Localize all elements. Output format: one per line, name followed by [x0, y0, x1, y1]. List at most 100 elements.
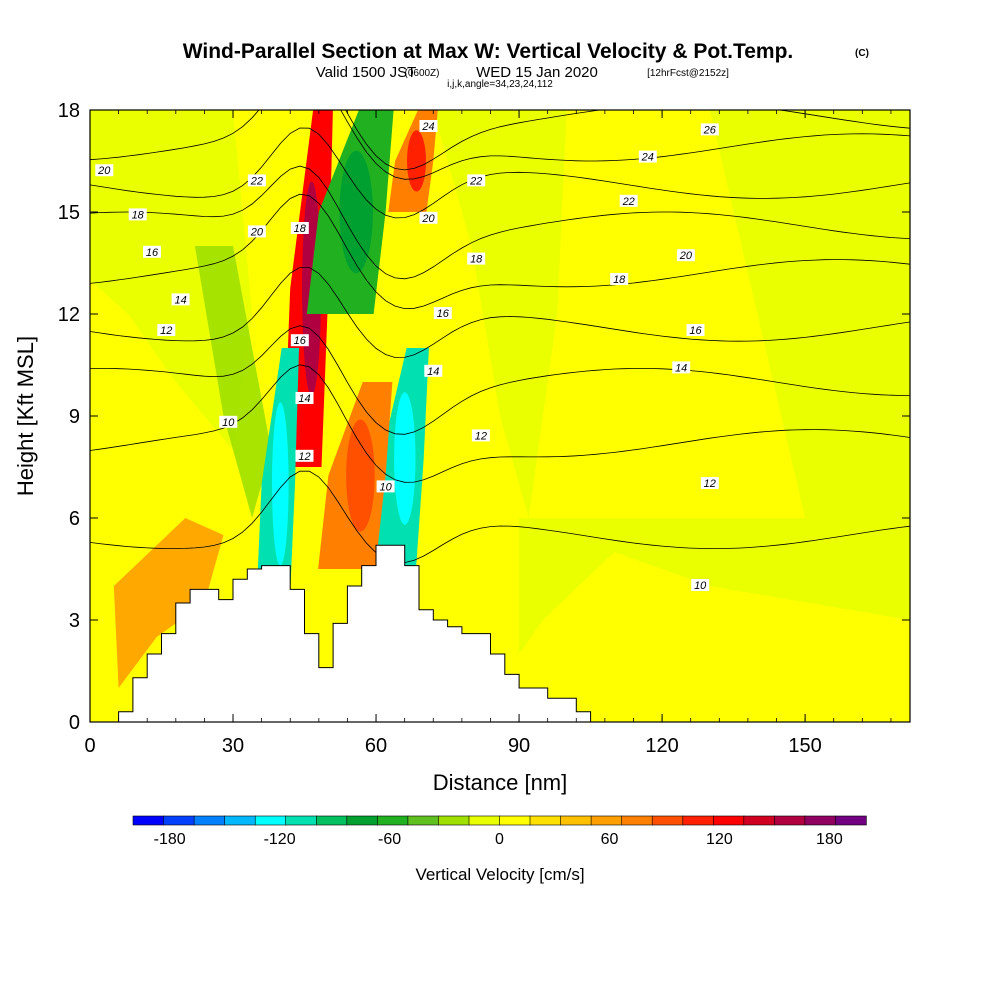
colorbar-title: Vertical Velocity [cm/s]	[415, 865, 584, 884]
theta-label: 14	[424, 364, 443, 378]
theta-label-bg	[686, 324, 705, 336]
theta-label-bg	[95, 164, 114, 177]
theta-labels: 20 18 16 14 12 10 22 20 18 16 14 12 24 22 20 18 16 14 12 10…	[95, 120, 719, 592]
y-tick-label: 18	[58, 100, 80, 122]
shade-band	[433, 110, 567, 518]
y-tick-label: 15	[58, 202, 80, 224]
theta-label: 20	[419, 211, 438, 225]
theta-label-bg	[295, 392, 314, 404]
shade-band	[90, 110, 253, 450]
theta-label-text: 18	[613, 274, 626, 286]
theta-label: 18	[610, 273, 629, 286]
colorbar-swatch	[712, 815, 745, 826]
subtitle-forecast: [12hrFcst@2152z]	[647, 68, 729, 79]
theta-label-bg	[247, 174, 266, 187]
colorbar-swatch	[529, 815, 562, 826]
colorbar-swatch	[682, 815, 714, 826]
theta-label-bg	[467, 174, 486, 187]
subtitle-date: WED 15 Jan 2020	[476, 64, 598, 81]
theta-label-text: 14	[298, 393, 310, 405]
theta-label-bg	[376, 480, 395, 493]
theta-label-bg	[157, 324, 176, 336]
shade-band	[113, 518, 224, 688]
x-tick-label: 30	[222, 735, 244, 757]
shade-core	[394, 392, 416, 525]
theta-label-text: 14	[427, 366, 439, 378]
theta-label-bg	[672, 361, 691, 374]
theta-label: 18	[128, 208, 147, 221]
x-tick-label: 120	[645, 735, 678, 757]
x-tick-label: 0	[84, 735, 95, 757]
colorbar-swatch	[132, 815, 165, 826]
theta-label: 10	[219, 415, 238, 429]
theta-label-text: 14	[675, 362, 687, 374]
theta-label-text: 20	[421, 213, 435, 225]
y-tick-label: 9	[69, 406, 80, 428]
theta-label-bg	[424, 364, 443, 377]
theta-label-text: 20	[97, 165, 111, 177]
theta-label-bg	[290, 222, 309, 234]
theta-label: 16	[686, 324, 705, 337]
theta-contour	[90, 470, 910, 564]
colorbar-tick-label: 0	[495, 831, 504, 848]
theta-label-text: 12	[298, 451, 310, 463]
theta-label: 24	[419, 120, 438, 133]
x-axis: 0 30 60 90 120 150	[84, 110, 892, 757]
theta-label: 20	[95, 164, 114, 177]
theta-label-text: 10	[379, 481, 392, 493]
colorbar-tick-label: 60	[601, 831, 619, 848]
theta-label: 10	[691, 579, 710, 592]
theta-label: 16	[290, 334, 309, 347]
colorbar-swatch	[560, 815, 592, 826]
y-axis-label: Height [Kft MSL]	[13, 336, 38, 496]
theta-label: 24	[638, 150, 657, 164]
theta-label-bg	[295, 449, 314, 462]
shade-core	[407, 130, 426, 192]
theta-label-text: 12	[704, 478, 716, 490]
theta-label: 26	[700, 123, 719, 136]
theta-label: 18	[467, 252, 486, 266]
theta-label-bg	[467, 252, 486, 265]
theta-label-text: 20	[679, 250, 693, 262]
theta-label: 12	[471, 429, 490, 442]
theta-contour	[90, 110, 910, 180]
colorbar-swatch	[590, 815, 623, 826]
theta-label: 12	[700, 477, 719, 490]
theta-label-text: 18	[132, 209, 145, 221]
theta-label: 14	[672, 361, 691, 374]
terrain	[90, 544, 592, 722]
theta-label-bg	[247, 225, 266, 238]
theta-label-bg	[433, 307, 452, 319]
theta-label-bg	[419, 120, 438, 132]
theta-label-text: 16	[689, 325, 702, 337]
colorbar-swatch	[804, 815, 837, 826]
colorbar-swatch	[499, 815, 531, 826]
theta-contour	[90, 325, 910, 435]
chart-title: Wind-Parallel Section at Max W: Vertical…	[183, 40, 794, 63]
theta-label: 12	[295, 449, 314, 463]
colorbar-swatch	[743, 815, 775, 826]
theta-label-text: 14	[174, 294, 186, 306]
theta-label-text: 22	[469, 175, 482, 187]
x-axis-label: Distance [nm]	[433, 770, 568, 795]
theta-label-bg	[171, 293, 190, 306]
theta-label-text: 16	[437, 308, 450, 320]
theta-label-text: 24	[421, 121, 434, 133]
shade-core	[272, 402, 289, 566]
subtitle-utc: (0600Z)	[404, 68, 439, 79]
colorbar-swatch	[285, 815, 317, 826]
theta-label-bg	[691, 579, 710, 591]
colorbar-swatch	[468, 815, 501, 826]
theta-label: 10	[376, 480, 395, 493]
shade-core	[339, 150, 373, 274]
theta-label-bg	[676, 249, 695, 262]
colorbar-swatch	[621, 815, 653, 826]
theta-label: 22	[619, 194, 638, 208]
colorbar-tick-label: 120	[706, 831, 733, 848]
theta-label-text: 18	[470, 254, 483, 266]
y-tick-label: 3	[69, 610, 80, 632]
subtitle-ijk: i,j,k,angle=34,23,24,112	[447, 79, 553, 90]
theta-label: 14	[171, 293, 190, 306]
shade-band	[519, 518, 910, 654]
